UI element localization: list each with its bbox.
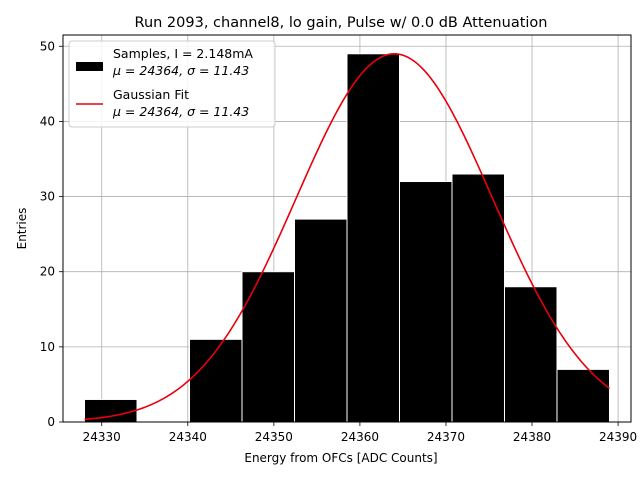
y-tick-label: 0 (47, 415, 55, 429)
y-tick-label: 10 (40, 340, 55, 354)
y-axis-label: Entries (15, 208, 29, 250)
y-tick-label: 50 (40, 39, 55, 53)
plot-frame (62, 34, 632, 423)
histogram-bar (346, 53, 400, 423)
y-axis-ticks: 0 10 20 30 40 50 (40, 39, 63, 429)
legend-samples-swatch (76, 62, 103, 71)
histogram-bar (503, 286, 558, 423)
legend-box (68, 40, 276, 128)
histogram-bar (398, 181, 453, 423)
legend-samples-stats: μ = 24364, σ = 11.43 (112, 63, 249, 78)
legend-samples-label: Samples, I = 2.148mA (113, 46, 253, 61)
x-tick-label: 24330 (83, 430, 121, 444)
x-tick-label: 24340 (169, 430, 207, 444)
histogram-bar (556, 368, 610, 423)
gaussian-fit-line (84, 52, 610, 421)
legend: Samples, I = 2.148mA μ = 24364, σ = 11.4… (68, 40, 276, 128)
histogram-bar (451, 173, 505, 423)
y-tick-label: 20 (40, 265, 55, 279)
x-tick-label: 24370 (427, 430, 465, 444)
legend-fit-label: Gaussian Fit (113, 87, 189, 102)
histogram-bar (294, 218, 348, 423)
x-tick-label: 24350 (255, 430, 293, 444)
y-tick-label: 30 (40, 190, 55, 204)
histogram-bar (189, 338, 243, 423)
x-tick-label: 24380 (513, 430, 551, 444)
x-tick-label: 24360 (341, 430, 379, 444)
x-axis-label: Energy from OFCs [ADC Counts] (244, 451, 437, 465)
legend-fit-stats: μ = 24364, σ = 11.43 (112, 104, 249, 119)
histogram-bar (241, 271, 296, 423)
y-tick-label: 40 (40, 114, 55, 128)
histogram-bars (84, 53, 610, 423)
x-axis-ticks: 24330 24340 24350 24360 24370 24380 24390 (83, 422, 637, 444)
x-tick-label: 24390 (599, 430, 637, 444)
chart-title: Run 2093, channel8, lo gain, Pulse w/ 0.… (135, 15, 548, 31)
